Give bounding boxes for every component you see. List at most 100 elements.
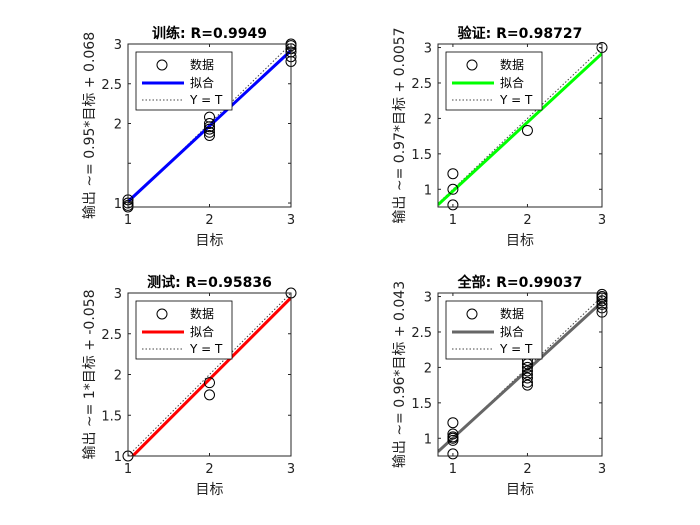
- x-tick-label: 2: [523, 462, 531, 477]
- fit-line: [130, 296, 291, 456]
- data-point: [447, 434, 459, 446]
- data-point: [447, 448, 459, 460]
- y-tick-label: 1.5: [411, 397, 432, 412]
- data-point: [204, 129, 215, 141]
- x-tick-label: 1: [449, 213, 457, 228]
- legend-box: [135, 51, 233, 111]
- data-point: [204, 377, 215, 389]
- data-point: [447, 428, 459, 440]
- legend-box: [445, 51, 543, 111]
- plot-title: 验证: R=0.98727: [458, 25, 583, 42]
- x-tick-label: 3: [287, 462, 295, 477]
- legend-label: 拟合: [500, 324, 524, 339]
- y-tick-label: 3: [424, 291, 432, 306]
- x-axis-label: 目标: [506, 233, 534, 249]
- data-point: [204, 126, 215, 138]
- plot-panel-4: 1 2 3 1 1.5 2 2.5 3 全部: R=0.99037 目标 输出 ~= 0.96*目标…: [392, 274, 608, 498]
- data-point: [204, 123, 215, 135]
- data-point: [204, 389, 215, 401]
- y-tick-label: 3: [114, 287, 122, 302]
- fit-line: [438, 52, 602, 206]
- fit-line: [438, 300, 602, 453]
- legend-label: 数据: [190, 306, 214, 321]
- y-tick-label: 1: [424, 183, 432, 198]
- plot-panel-3: 1 2 3 1 1.5 2 2.5 3 测试: R=0.95836 目标 输出 ~= 1*目标 + …: [82, 274, 297, 498]
- data-point: [521, 379, 533, 391]
- x-axis-label: 目标: [506, 482, 534, 498]
- y-tick-label: 1: [424, 432, 432, 447]
- y-tick-label: 1.5: [411, 148, 432, 163]
- data-point: [204, 118, 215, 130]
- y-tick-label: 2.5: [411, 326, 432, 341]
- legend-label: 数据: [500, 306, 524, 321]
- legend-marker-circle: [466, 308, 478, 320]
- y-tick-label: 2: [424, 112, 432, 127]
- data-point: [447, 183, 459, 195]
- y-tick-label: 2: [424, 361, 432, 376]
- plot-title: 训练: R=0.9949: [152, 25, 267, 42]
- data-point: [521, 372, 533, 384]
- x-tick-label: 2: [523, 213, 531, 228]
- x-axis-label: 目标: [196, 233, 224, 249]
- data-point: [521, 369, 533, 380]
- y-tick-label: 2: [114, 369, 122, 384]
- legend-label: Y = T: [499, 93, 533, 107]
- identity-line: [438, 295, 602, 454]
- data-point: [447, 199, 459, 211]
- data-point: [447, 168, 459, 180]
- plot-title: 测试: R=0.95836: [147, 274, 272, 291]
- legend-box: [135, 300, 233, 360]
- legend-label: Y = T: [499, 342, 533, 356]
- y-axis-label: 输出 ~= 0.97*目标 + 0.0057: [392, 27, 408, 223]
- x-tick-label: 2: [205, 213, 213, 228]
- legend-label: 数据: [500, 57, 524, 72]
- y-tick-label: 1: [114, 450, 122, 465]
- data-point: [521, 365, 533, 377]
- x-tick-label: 3: [287, 213, 295, 228]
- legend-label: Y = T: [189, 342, 223, 356]
- x-tick-label: 2: [205, 462, 213, 477]
- y-tick-label: 3: [114, 38, 122, 53]
- identity-line: [438, 46, 602, 205]
- y-tick-label: 2: [114, 118, 122, 133]
- legend-label: 数据: [190, 57, 214, 72]
- data-point: [521, 124, 533, 136]
- fit-line: [128, 49, 291, 203]
- y-axis-label: 输出 ~= 0.95*目标 + 0.068: [82, 32, 98, 219]
- x-axis-label: 目标: [196, 482, 224, 498]
- legend-label: 拟合: [190, 75, 214, 90]
- y-tick-label: 2.5: [101, 328, 122, 343]
- y-tick-label: 1: [114, 197, 122, 212]
- legend-label: Y = T: [189, 93, 223, 107]
- x-tick-label: 1: [124, 462, 132, 477]
- x-tick-label: 3: [598, 462, 606, 477]
- legend-marker-circle: [156, 59, 168, 71]
- y-tick-label: 2.5: [101, 78, 122, 93]
- legend-marker-circle: [466, 59, 478, 71]
- axes-frame: [437, 43, 603, 208]
- data-point: [521, 376, 533, 388]
- y-axis-label: 输出 ~= 1*目标 + -0.058: [82, 289, 98, 459]
- plot-title: 全部: R=0.99037: [457, 274, 583, 291]
- x-tick-label: 3: [598, 213, 606, 228]
- x-tick-label: 1: [449, 462, 457, 477]
- y-tick-label: 1.5: [101, 409, 122, 424]
- x-tick-label: 1: [124, 213, 132, 228]
- legend-box: [445, 300, 543, 360]
- legend-label: 拟合: [190, 324, 214, 339]
- data-point: [204, 121, 215, 133]
- legend-label: 拟合: [500, 75, 524, 90]
- plot-panel-1: 1 2 3 1 2 2.5 3 训练: R=0.9949 目标 输出 ~= 0.95*目标 + 0…: [82, 25, 297, 249]
- axes-frame: [437, 292, 603, 457]
- y-tick-label: 2.5: [411, 77, 432, 92]
- y-tick-label: 3: [424, 42, 432, 57]
- data-point: [521, 361, 533, 373]
- plot-panel-2: 1 2 3 1 1.5 2 2.5 3 验证: R=0.98727 目标 输出 ~= 0.97*目标…: [392, 25, 608, 249]
- legend-marker-circle: [156, 308, 168, 320]
- data-point: [447, 417, 459, 429]
